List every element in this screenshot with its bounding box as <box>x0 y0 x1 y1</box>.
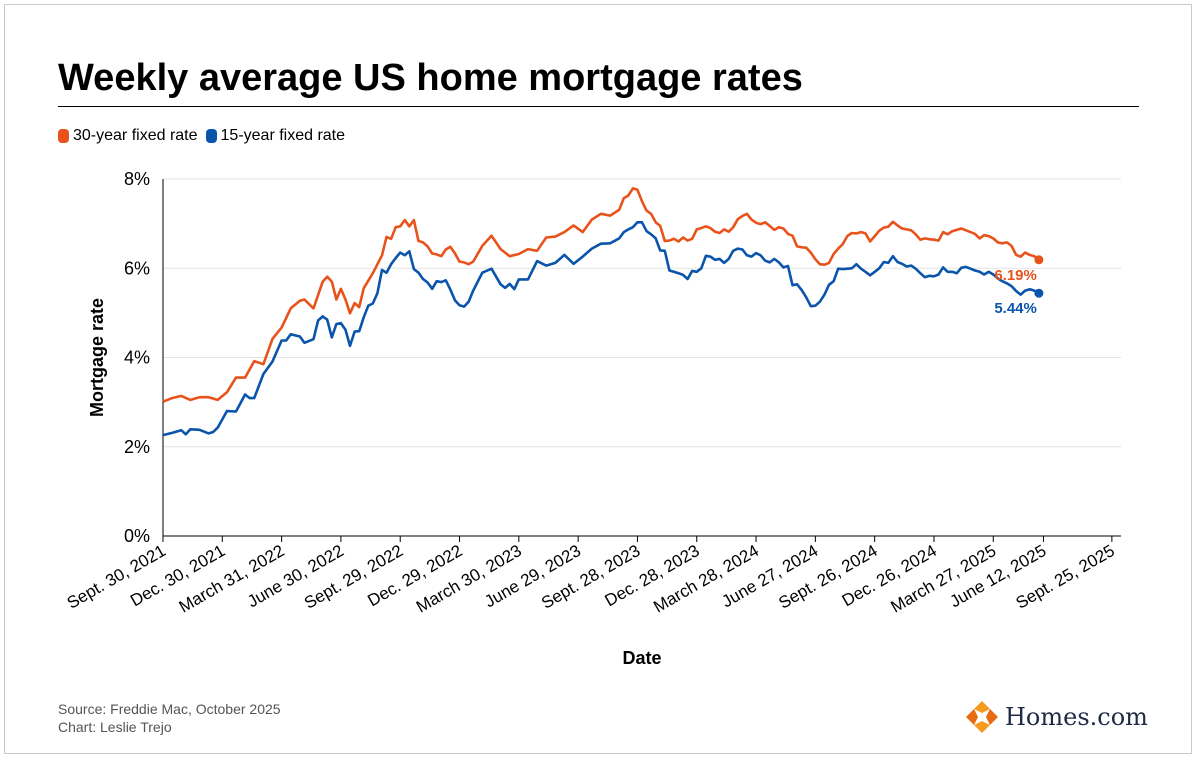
chart-title: Weekly average US home mortgage rates <box>58 57 803 99</box>
chart-credit: Chart: Leslie Trejo <box>58 719 172 735</box>
y-tick-label: 4% <box>124 348 150 368</box>
end-label-30-year: 6.19% <box>994 267 1037 284</box>
y-tick-label: 6% <box>124 258 150 278</box>
legend-item-15-year: 15-year fixed rate <box>205 127 346 145</box>
footer: Source: Freddie Mac, October 2025 Chart:… <box>58 700 281 736</box>
x-axis-title: Date <box>622 648 661 668</box>
y-tick-label: 0% <box>124 526 150 546</box>
legend-swatch-30-year <box>58 129 69 143</box>
series-line-15-year <box>162 221 1040 437</box>
endpoint-marker-30-year <box>1034 255 1044 265</box>
source-note: Source: Freddie Mac, October 2025 <box>58 701 281 717</box>
y-axis-title: Mortgage rate <box>87 298 107 417</box>
series-line-30-year <box>162 187 1040 403</box>
legend-label-30-year: 30-year fixed rate <box>73 127 198 144</box>
end-label-15-year: 5.44% <box>994 300 1037 317</box>
x-tick-label: Sept. 29, 2022 <box>301 541 406 613</box>
legend-item-30-year: 30-year fixed rate <box>58 127 198 145</box>
endpoint-marker-15-year <box>1034 288 1044 298</box>
x-tick-label: Sept. 30, 2021 <box>64 541 169 613</box>
homes-logo-icon <box>966 701 998 733</box>
legend-swatch-15-year <box>205 129 217 143</box>
homes-logo: Homes.com <box>965 700 1148 734</box>
title-divider <box>58 106 1139 107</box>
legend-label-15-year: 15-year fixed rate <box>220 127 346 144</box>
chart-frame <box>4 4 1192 754</box>
x-tick-label: Sept. 28, 2023 <box>538 541 643 613</box>
y-tick-label: 8% <box>124 169 150 189</box>
y-tick-label: 2% <box>124 437 150 457</box>
x-tick-label: Sept. 26, 2024 <box>775 541 880 613</box>
legend: 30-year fixed rate 15-year fixed rate <box>58 127 345 145</box>
homes-logo-text: Homes.com <box>1005 703 1148 731</box>
